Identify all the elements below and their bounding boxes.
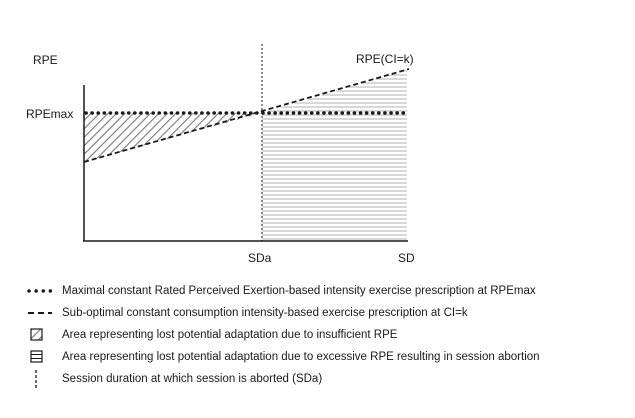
excessive-rpe-area [262,70,407,240]
rpe-ci-k-line [83,68,410,163]
dashed-line-icon [28,312,52,314]
dotted-line-icon [27,289,53,293]
legend-item: Area representing lost potential adaptat… [26,346,626,368]
sd-tick-label: SD [398,251,415,265]
legend-text: Sub-optimal constant consumption intensi… [62,307,468,319]
rpe-ci-k-label: RPE(CI=k) [356,52,414,66]
insufficient-rpe-area [84,113,262,162]
legend-item: Sub-optimal constant consumption intensi… [26,302,626,324]
horizontal-hatch-icon [30,350,43,363]
rpe-diagram: RPE RPEmax RPE(CI=k) SDa SD [26,44,415,265]
diagonal-hatch-icon [30,328,43,341]
legend-text: Area representing lost potential adaptat… [62,351,540,363]
vertical-dash-icon [35,370,37,388]
legend-item: Maximal constant Rated Perceived Exertio… [26,280,626,302]
legend-text: Session duration at which session is abo… [62,373,323,385]
legend-text: Area representing lost potential adaptat… [62,329,398,341]
rpe-max-label: RPEmax [26,107,73,121]
y-axis-label: RPE [33,53,58,67]
legend-item: Area representing lost potential adaptat… [26,324,626,346]
legend-item: Session duration at which session is abo… [26,368,626,390]
legend-text: Maximal constant Rated Perceived Exertio… [62,285,536,297]
sda-tick-label: SDa [248,251,272,265]
legend: Maximal constant Rated Perceived Exertio… [26,280,626,390]
